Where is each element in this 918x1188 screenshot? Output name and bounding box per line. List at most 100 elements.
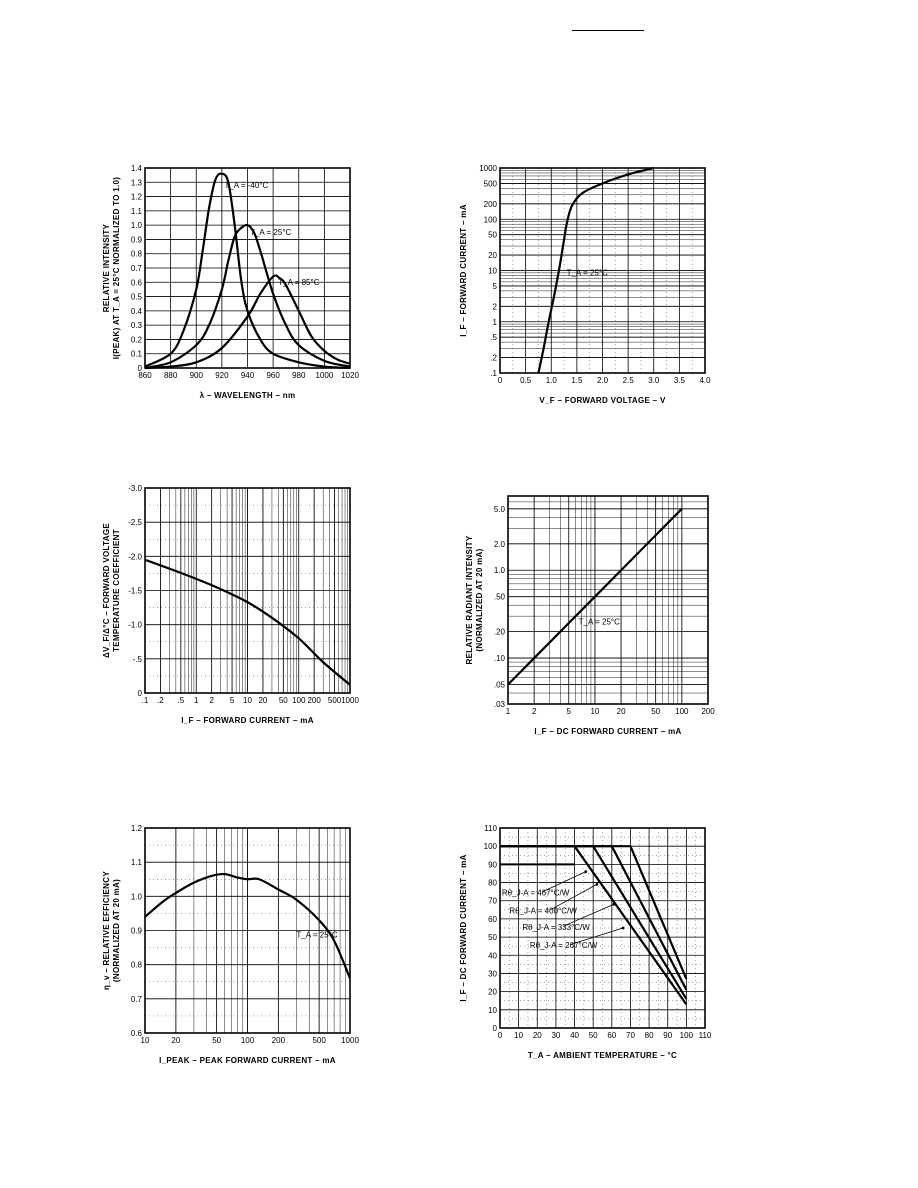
x-axis-label: I_F – DC FORWARD CURRENT – mA <box>534 727 681 736</box>
y-axis-label: I_F – DC FORWARD CURRENT – mA <box>459 854 468 1001</box>
y-tick-label: 2 <box>493 302 498 311</box>
label-leader-line <box>563 903 614 927</box>
current-derating-chart: 0 10 20 30 40 50 60 70 80 90 100 110 0 10 20 30 40 50 60 70… <box>459 824 712 1060</box>
x-tick-label: 1 <box>194 696 199 705</box>
y-tick-label: 0.8 <box>131 250 143 259</box>
forward-current-vs-voltage-chart: 0 0.5 1.0 1.5 2.0 2.5 3.0 3.5 4.0 .1 .2 .5 1 2 5 10 20 50… <box>459 164 711 405</box>
y-tick-label: 100 <box>484 842 498 851</box>
y-tick-label: 5 <box>493 282 498 291</box>
y-tick-label: -3.0 <box>128 484 142 493</box>
x-tick-label: 5 <box>567 707 572 716</box>
y-axis-label: I_F – FORWARD CURRENT – mA <box>459 204 468 337</box>
y-tick-label: 20 <box>488 251 497 260</box>
y-axis-label: TEMPERATURE COEFFICIENT <box>112 529 121 652</box>
x-tick-label: 50 <box>279 696 288 705</box>
radiant-intensity-chart: 1 2 5 10 20 50 100 200 .03 .05 .10 .20 .50 1.0 2.0 5.0 I… <box>465 495 715 736</box>
y-tick-label: 1.4 <box>131 164 143 173</box>
series-line <box>537 166 655 374</box>
y-tick-label: 1.0 <box>494 566 506 575</box>
x-tick-label: 1000 <box>341 1036 359 1045</box>
x-tick-label: 3.5 <box>674 376 686 385</box>
x-tick-label: 70 <box>626 1031 635 1040</box>
x-tick-label: 30 <box>551 1031 560 1040</box>
y-tick-label: .05 <box>494 681 506 690</box>
y-tick-label: 110 <box>484 824 497 833</box>
y-tick-label: 0.1 <box>131 350 143 359</box>
x-tick-label: 2 <box>532 707 537 716</box>
y-tick-label: 1.2 <box>131 824 143 833</box>
x-tick-label: 4.0 <box>699 376 711 385</box>
x-tick-label: 100 <box>675 707 689 716</box>
series-line <box>507 508 683 686</box>
temperature-label: T_A = 25°C <box>296 930 337 939</box>
plot-frame <box>499 167 706 374</box>
x-tick-label: 500 <box>328 696 342 705</box>
x-tick-label: 80 <box>645 1031 654 1040</box>
y-tick-label: .10 <box>494 654 506 663</box>
x-tick-label: 900 <box>190 371 204 380</box>
y-tick-label: 500 <box>484 179 498 188</box>
y-tick-label: 1.0 <box>131 221 143 230</box>
thermal-resistance-label: Rθ_J-A = 467°C/W <box>502 888 570 897</box>
series-label: T_A = 85°C <box>278 278 319 287</box>
x-tick-label: .1 <box>142 696 149 705</box>
thermal-resistance-label: Rθ_J-A = 400°C/W <box>509 906 577 915</box>
x-tick-label: 10 <box>243 696 252 705</box>
grid <box>144 167 351 369</box>
temperature-label: T_A = 25°C <box>579 618 620 627</box>
label-leader-line <box>550 884 598 911</box>
thermal-resistance-label: Rθ_J-A = 267°C/W <box>530 941 598 950</box>
x-tick-label: 1 <box>506 707 511 716</box>
y-tick-label: 0.9 <box>131 927 143 936</box>
series-line <box>500 845 688 980</box>
y-tick-label: .20 <box>494 628 506 637</box>
y-tick-label: 30 <box>488 969 497 978</box>
y-tick-label: 1.2 <box>131 193 143 202</box>
x-axis-label: λ – WAVELENGTH – nm <box>200 391 296 400</box>
grid <box>507 495 709 705</box>
y-axis-label: RELATIVE INTENSITY <box>102 223 111 312</box>
series-line <box>144 274 351 370</box>
x-axis-label: V_F – FORWARD VOLTAGE – V <box>539 396 666 405</box>
x-tick-label: 60 <box>607 1031 616 1040</box>
y-tick-label: 0 <box>138 689 143 698</box>
x-tick-label: 90 <box>663 1031 672 1040</box>
y-axis-label: RELATIVE RADIANT INTENSITY <box>465 535 474 664</box>
relative-efficiency-chart: 10 20 50 100 200 500 1000 0.6 0.7 0.8 0.9 1.0 1.1 1.2… <box>102 824 359 1065</box>
series-line <box>144 558 351 686</box>
x-tick-label: 110 <box>699 1031 712 1040</box>
x-tick-label: 50 <box>651 707 660 716</box>
x-tick-label: 10 <box>590 707 599 716</box>
y-tick-label: 0.3 <box>131 321 143 330</box>
x-tick-label: 10 <box>141 1036 150 1045</box>
x-axis-label: T_A – AMBIENT TEMPERATURE – °C <box>528 1051 677 1060</box>
y-tick-label: -1.5 <box>128 587 142 596</box>
y-tick-label: 1.0 <box>131 892 143 901</box>
x-tick-label: 1.0 <box>546 376 558 385</box>
grid <box>144 827 351 1034</box>
plot-frame <box>507 495 709 705</box>
x-axis-label: I_F – FORWARD CURRENT – mA <box>181 716 314 725</box>
x-tick-label: 3.0 <box>648 376 660 385</box>
y-tick-label: 0 <box>493 1024 498 1033</box>
label-leader-line <box>542 871 586 892</box>
header-rule <box>572 30 644 31</box>
y-axis-label: η_v – RELATIVE EFFICIENCY <box>102 871 111 990</box>
x-tick-label: 1.5 <box>571 376 583 385</box>
y-tick-label: .2 <box>490 354 497 363</box>
y-tick-label: 2.0 <box>494 540 506 549</box>
y-tick-label: 200 <box>484 200 498 209</box>
label-leader-line <box>570 927 624 945</box>
spectral-distribution-chart: 860 880 900 920 940 960 980 1000 1020 0 0.1 0.2 0.3 0… <box>102 164 359 400</box>
y-tick-label: 0.7 <box>131 264 143 273</box>
x-tick-label: 2.0 <box>597 376 609 385</box>
x-tick-label: 20 <box>258 696 267 705</box>
grid <box>499 827 706 1029</box>
x-tick-label: 0.5 <box>520 376 532 385</box>
x-tick-label: 940 <box>241 371 255 380</box>
x-tick-label: 500 <box>312 1036 326 1045</box>
x-tick-label: 1000 <box>315 371 333 380</box>
y-tick-label: -2.0 <box>128 552 142 561</box>
x-tick-label: 50 <box>212 1036 221 1045</box>
y-tick-label: .1 <box>490 369 497 378</box>
